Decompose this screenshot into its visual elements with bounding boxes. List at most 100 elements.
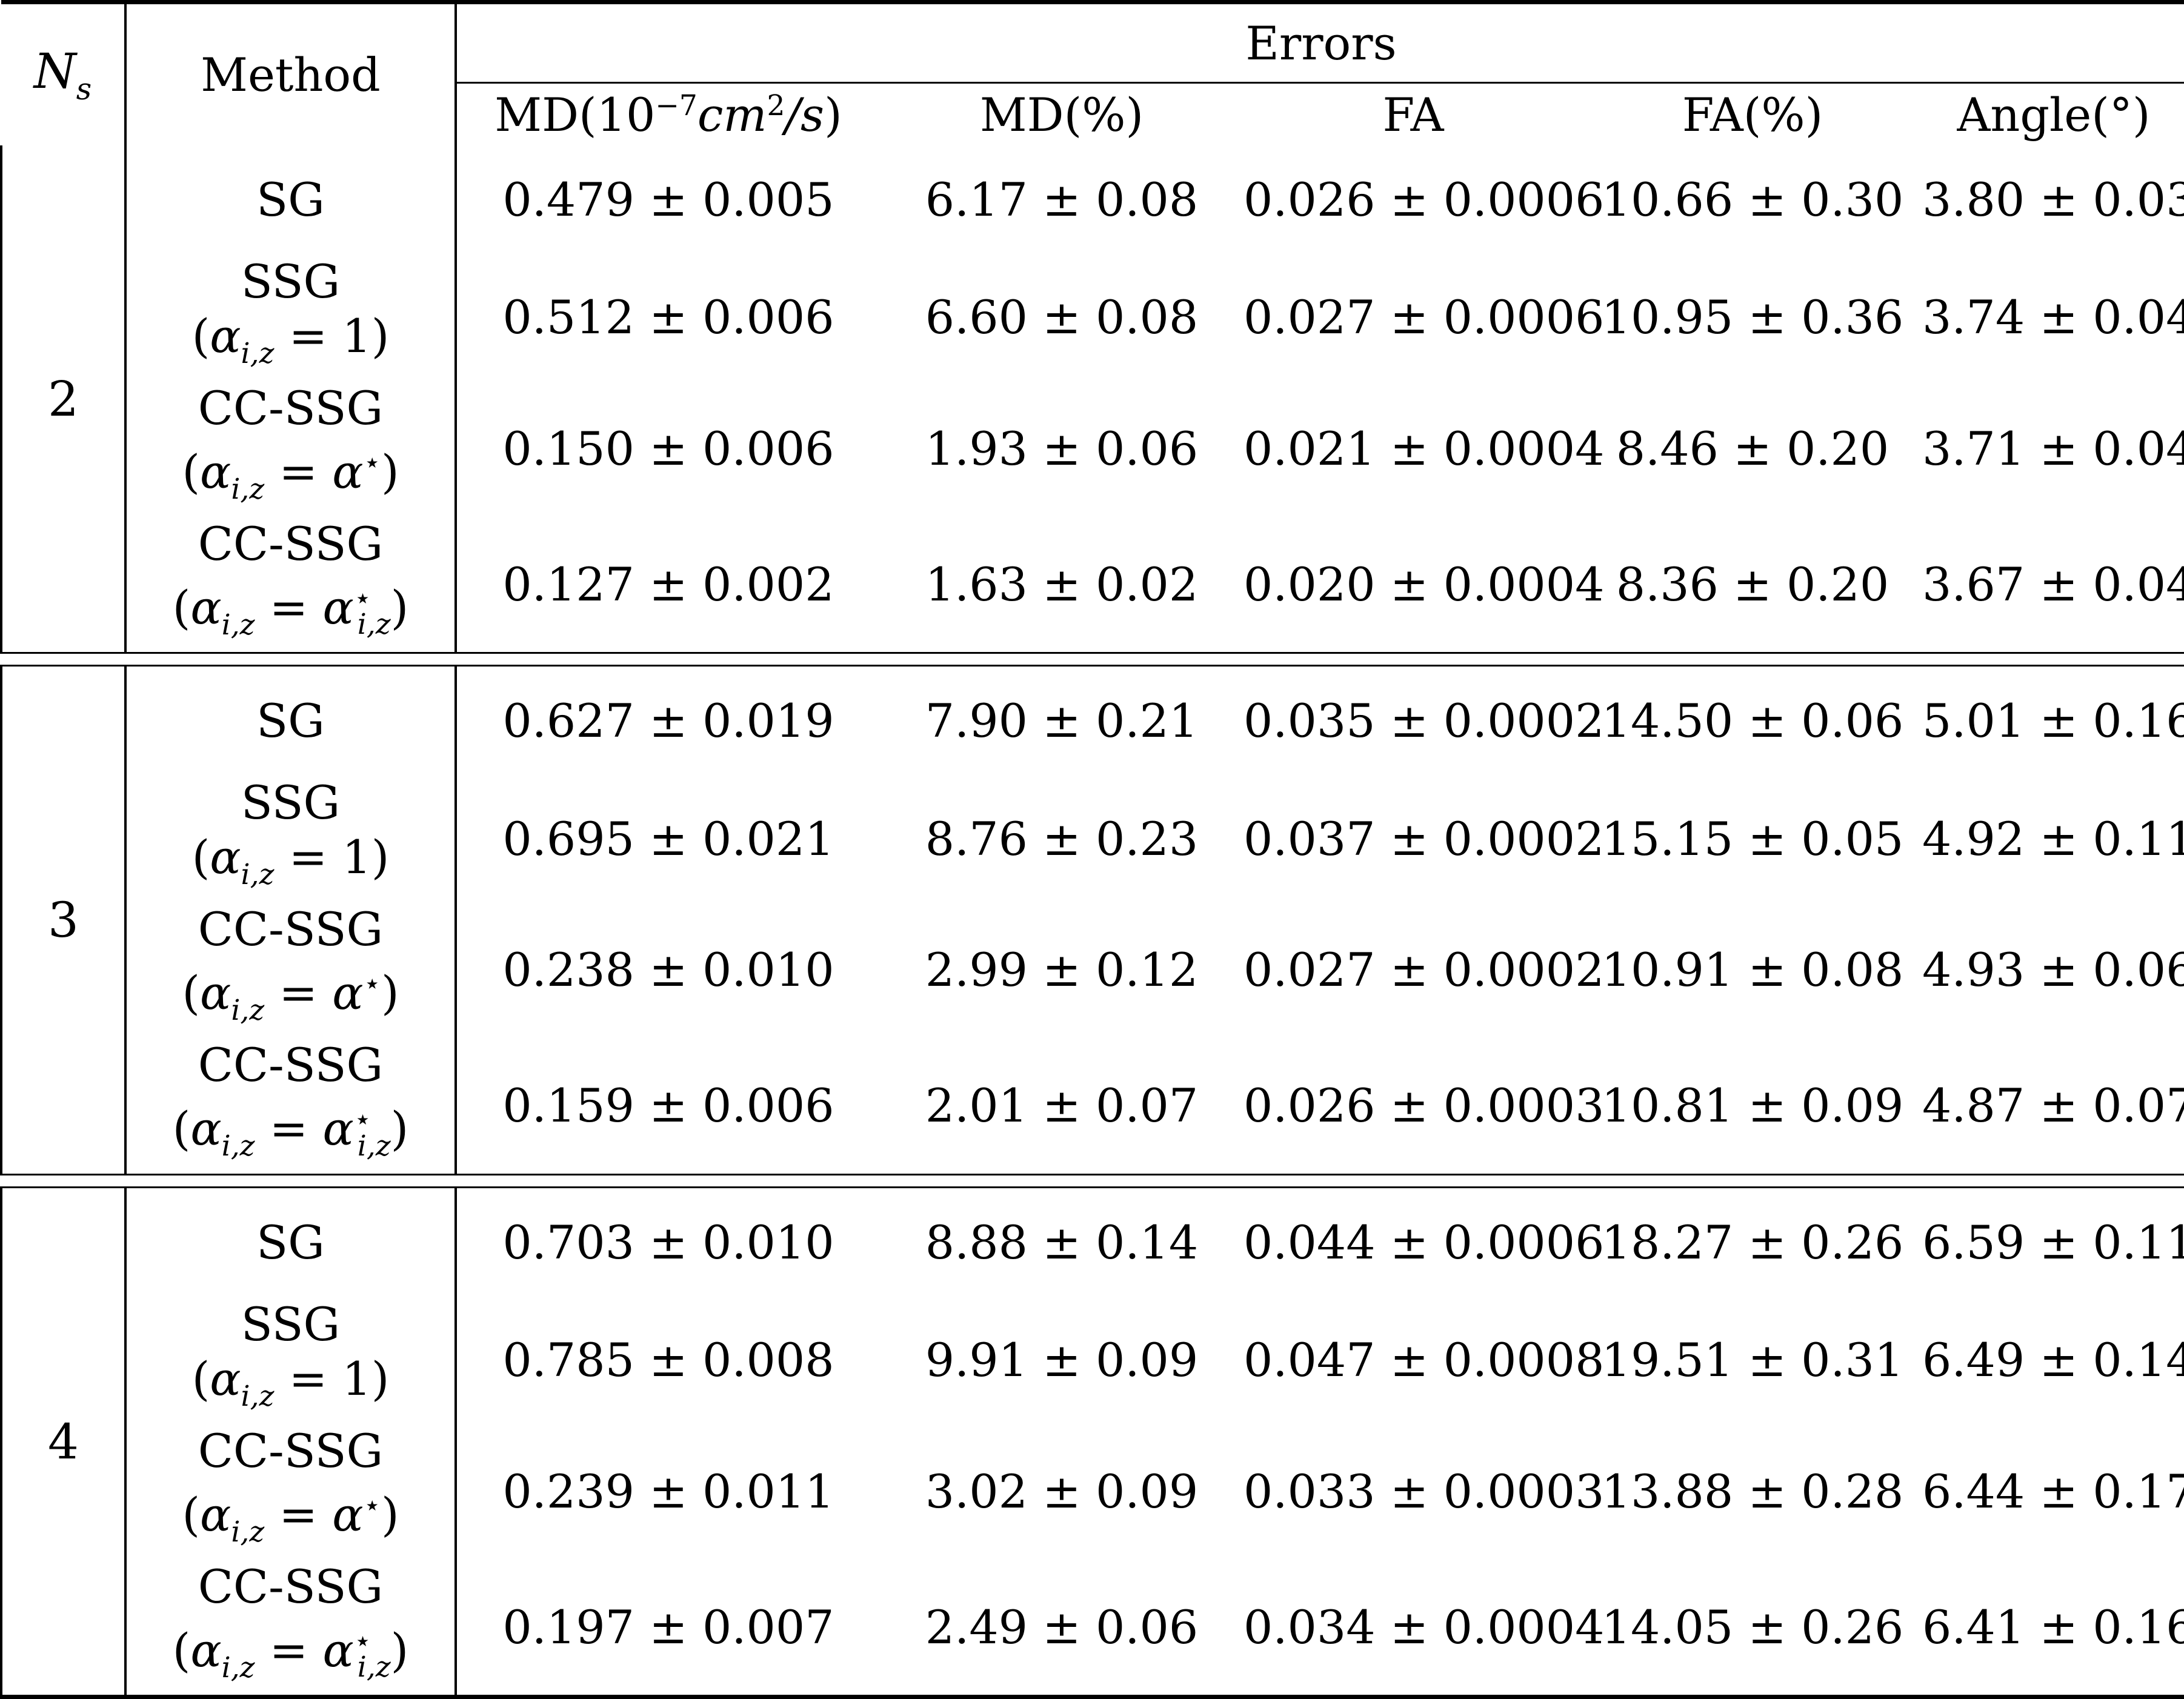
value-angle: 3.71 ± 0.04 xyxy=(1922,381,2184,517)
value-angle: 6.49 ± 0.14 xyxy=(1922,1297,2184,1424)
angle-header: Angle(°) xyxy=(1957,87,2151,142)
table-row: 3 SG 0.627 ± 0.019 7.90 ± 0.21 0.035 ± 0.000… xyxy=(0,665,2184,1175)
value-fa: 0.037 ± 0.0002 xyxy=(1243,811,1605,866)
value-fa: 0.020 ± 0.0004 xyxy=(1243,557,1605,611)
value-angle: 4.87 ± 0.07 xyxy=(1922,1038,2184,1175)
method-name: CC-SSG xyxy=(198,516,384,571)
ns-header: Ns xyxy=(1,2,127,145)
table-row: CC-SSG (αi,z = α⋆) 0.239 ± 0.011 3.02 ± 0.0… xyxy=(1,1423,2184,1560)
value-angle: 6.44 ± 0.17 xyxy=(1922,1423,2184,1560)
value-fa-pct: 19.51 ± 0.31 xyxy=(1601,1333,1904,1388)
method-cell: CC-SSG (αi,z = α⋆) xyxy=(125,902,457,1039)
value-fa-pct: 13.88 ± 0.28 xyxy=(1601,1464,1904,1518)
value-md-pct: 3.02 ± 0.09 xyxy=(925,1464,1199,1518)
method-name: CC-SSG xyxy=(198,1038,384,1092)
value-fa-pct: 10.81 ± 0.09 xyxy=(1601,1079,1904,1133)
value-fa: 0.026 ± 0.0006 xyxy=(1243,173,1605,227)
method-param: (αi,z = α⋆i,z) xyxy=(172,1623,409,1684)
value-md-pct: 8.76 ± 0.23 xyxy=(925,811,1199,866)
method-param: (αi,z = 1) xyxy=(191,309,390,370)
value-fa-pct: 15.15 ± 0.05 xyxy=(1601,811,1904,866)
value-angle: 3.67 ± 0.04 xyxy=(1922,516,2184,653)
method-param: (αi,z = 1) xyxy=(191,830,390,892)
method-name: CC-SSG xyxy=(198,1423,384,1478)
method-cell: SSG (αi,z = 1) xyxy=(125,1297,457,1424)
value-fa-pct: 14.50 ± 0.06 xyxy=(1601,694,1904,748)
fa-pct-header: FA(%) xyxy=(1682,87,1823,142)
value-md: 0.238 ± 0.010 xyxy=(502,943,834,997)
md-pct-header: MD(%) xyxy=(979,87,1144,142)
value-md: 0.512 ± 0.006 xyxy=(502,290,834,345)
method-param: (αi,z = α⋆) xyxy=(182,1487,399,1549)
value-fa: 0.021 ± 0.0004 xyxy=(1243,421,1605,476)
method-param: (αi,z = α⋆) xyxy=(182,444,399,506)
method-cell: CC-SSG (αi,z = α⋆i,z) xyxy=(125,516,457,653)
value-md: 0.695 ± 0.021 xyxy=(502,811,834,866)
method-name: CC-SSG xyxy=(198,902,384,957)
errors-header: Errors xyxy=(456,2,2184,84)
method-param: (αi,z = 1) xyxy=(191,1351,390,1413)
value-md-pct: 9.91 ± 0.09 xyxy=(925,1333,1199,1388)
table-row: SSG (αi,z = 1) 0.695 ± 0.021 8.76 ± 0.23 0.0… xyxy=(1,776,2184,903)
fa-header: FA xyxy=(1382,87,1444,142)
value-fa: 0.047 ± 0.0008 xyxy=(1243,1333,1605,1388)
value-angle: 6.41 ± 0.16 xyxy=(1922,1559,2184,1699)
value-md: 0.239 ± 0.011 xyxy=(502,1464,834,1518)
value-md: 0.703 ± 0.010 xyxy=(502,1215,834,1269)
value-fa-pct: 18.27 ± 0.26 xyxy=(1601,1215,1904,1269)
ns-value: 3 xyxy=(0,665,127,1175)
method-name: SG xyxy=(256,173,325,227)
md-units-header: MD(10−7cm2/s) xyxy=(494,87,842,142)
value-md: 0.627 ± 0.019 xyxy=(502,694,834,748)
value-md-pct: 1.63 ± 0.02 xyxy=(925,557,1199,611)
method-cell: SSG (αi,z = 1) xyxy=(125,776,457,903)
value-md: 0.479 ± 0.005 xyxy=(502,173,834,227)
value-fa: 0.044 ± 0.0006 xyxy=(1243,1215,1605,1269)
ns-value: 2 xyxy=(0,145,127,653)
method-param: (αi,z = α⋆i,z) xyxy=(172,1102,409,1163)
value-md-pct: 6.60 ± 0.08 xyxy=(925,290,1199,345)
value-angle: 3.80 ± 0.03 xyxy=(1922,145,2184,254)
value-md-pct: 2.99 ± 0.12 xyxy=(925,943,1199,997)
value-fa-pct: 8.36 ± 0.20 xyxy=(1616,557,1889,611)
group-separator xyxy=(1,652,2184,667)
method-cell: SG xyxy=(125,1187,457,1297)
value-fa-pct: 10.91 ± 0.08 xyxy=(1601,943,1904,997)
value-fa-pct: 8.46 ± 0.20 xyxy=(1616,421,1889,476)
value-fa-pct: 14.05 ± 0.26 xyxy=(1583,1559,1922,1699)
table-row: SSG (αi,z = 1) 0.512 ± 0.006 6.60 ± 0.08 0.0… xyxy=(1,254,2184,381)
table-row: CC-SSG (αi,z = α⋆i,z) 0.159 ± 0.006 2.01 ± … xyxy=(1,1038,2184,1175)
value-fa: 0.026 ± 0.0003 xyxy=(1243,1079,1605,1133)
method-header: Method xyxy=(125,2,457,145)
value-fa-pct: 10.66 ± 0.30 xyxy=(1601,173,1904,227)
table-row: CC-SSG (αi,z = α⋆i,z) 0.127 ± 0.002 1.63 ± … xyxy=(1,516,2184,653)
value-md-pct: 1.93 ± 0.06 xyxy=(925,421,1199,476)
value-fa: 0.033 ± 0.0003 xyxy=(1243,1464,1605,1518)
method-cell: SSG (αi,z = 1) xyxy=(125,254,457,381)
table-header: Ns Method Errors MD(10−7cm2/s) MD(%) FA … xyxy=(1,2,2184,145)
value-angle: 3.74 ± 0.04 xyxy=(1922,254,2184,381)
method-cell: SG xyxy=(125,145,457,254)
method-cell: CC-SSG (αi,z = α⋆i,z) xyxy=(125,1559,457,1699)
table-row: CC-SSG (αi,z = α⋆) 0.150 ± 0.006 1.93 ± 0.0… xyxy=(1,381,2184,517)
value-md: 0.127 ± 0.002 xyxy=(502,557,834,611)
method-name: CC-SSG xyxy=(198,381,384,435)
table-row: CC-SSG (αi,z = α⋆) 0.238 ± 0.010 2.99 ± 0.1… xyxy=(1,902,2184,1039)
value-md: 0.785 ± 0.008 xyxy=(502,1333,834,1388)
value-md-pct: 2.01 ± 0.07 xyxy=(925,1079,1199,1133)
table-row: 4 SG 0.703 ± 0.010 8.88 ± 0.14 0.044 ± 0.000… xyxy=(0,1187,2184,1699)
method-cell: CC-SSG (αi,z = α⋆) xyxy=(125,1423,457,1560)
group-separator xyxy=(1,1173,2184,1188)
value-md: 0.197 ± 0.007 xyxy=(456,1559,880,1699)
table-row: 2 SG 0.479 ± 0.005 6.17 ± 0.08 0.026 ± 0.000… xyxy=(0,145,2184,653)
method-name: SSG xyxy=(241,776,341,830)
value-md-pct: 7.90 ± 0.21 xyxy=(925,694,1199,748)
value-fa: 0.027 ± 0.0006 xyxy=(1243,290,1605,345)
method-name: CC-SSG xyxy=(198,1559,384,1614)
method-name: SG xyxy=(256,1215,325,1269)
value-angle: 4.92 ± 0.11 xyxy=(1922,776,2184,903)
value-fa: 0.035 ± 0.0002 xyxy=(1243,694,1605,748)
ns-value: 4 xyxy=(0,1187,127,1699)
